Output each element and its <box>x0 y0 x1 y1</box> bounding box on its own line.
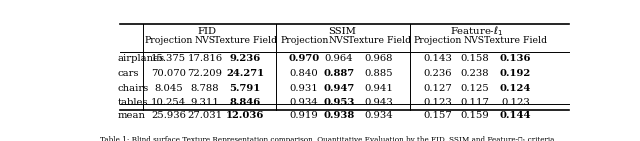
Text: 0.123: 0.123 <box>501 98 530 107</box>
Text: 72.209: 72.209 <box>188 69 223 78</box>
Text: NVS: NVS <box>195 36 216 45</box>
Text: 0.968: 0.968 <box>365 54 394 63</box>
Text: 25.936: 25.936 <box>151 111 186 120</box>
Text: tables: tables <box>117 98 148 107</box>
Text: 0.157: 0.157 <box>424 111 452 120</box>
Text: Projection: Projection <box>414 36 462 45</box>
Text: 10.254: 10.254 <box>150 98 186 107</box>
Text: 0.964: 0.964 <box>324 54 353 63</box>
Text: 0.885: 0.885 <box>365 69 394 78</box>
Text: 0.192: 0.192 <box>500 69 531 78</box>
Text: 0.238: 0.238 <box>460 69 488 78</box>
Text: 0.931: 0.931 <box>290 83 319 92</box>
Text: Texture Field: Texture Field <box>348 36 411 45</box>
Text: 0.143: 0.143 <box>424 54 452 63</box>
Text: 0.117: 0.117 <box>460 98 489 107</box>
Text: 5.791: 5.791 <box>230 83 260 92</box>
Text: 0.941: 0.941 <box>365 83 394 92</box>
Text: 9.311: 9.311 <box>191 98 220 107</box>
Text: 8.045: 8.045 <box>154 83 182 92</box>
Text: mean: mean <box>117 111 145 120</box>
Text: 24.271: 24.271 <box>226 69 264 78</box>
Text: 0.887: 0.887 <box>323 69 355 78</box>
Text: FID: FID <box>197 27 216 36</box>
Text: 0.840: 0.840 <box>290 69 319 78</box>
Text: chairs: chairs <box>117 83 148 92</box>
Text: 70.070: 70.070 <box>151 69 186 78</box>
Text: NVS: NVS <box>328 36 349 45</box>
Text: 8.846: 8.846 <box>230 98 260 107</box>
Text: SSIM: SSIM <box>328 27 356 36</box>
Text: 0.125: 0.125 <box>460 83 489 92</box>
Text: 0.159: 0.159 <box>460 111 489 120</box>
Text: Projection: Projection <box>144 36 193 45</box>
Text: 8.788: 8.788 <box>191 83 220 92</box>
Text: 0.127: 0.127 <box>424 83 452 92</box>
Text: Feature-$\ell_1$: Feature-$\ell_1$ <box>450 24 504 38</box>
Text: Texture Field: Texture Field <box>214 36 276 45</box>
Text: 15.375: 15.375 <box>151 54 186 63</box>
Text: 27.031: 27.031 <box>188 111 223 120</box>
Text: 12.036: 12.036 <box>226 111 264 120</box>
Text: cars: cars <box>117 69 139 78</box>
Text: 0.158: 0.158 <box>460 54 489 63</box>
Text: Table 1: Blind surface Texture Representation comparison. Quantitative Evaluatio: Table 1: Blind surface Texture Represent… <box>100 136 556 141</box>
Text: 0.144: 0.144 <box>500 111 531 120</box>
Text: 0.943: 0.943 <box>365 98 394 107</box>
Text: 0.934: 0.934 <box>365 111 394 120</box>
Text: 0.136: 0.136 <box>500 54 531 63</box>
Text: 17.816: 17.816 <box>188 54 223 63</box>
Text: 0.947: 0.947 <box>323 83 355 92</box>
Text: 9.236: 9.236 <box>230 54 260 63</box>
Text: NVS: NVS <box>464 36 485 45</box>
Text: 0.919: 0.919 <box>290 111 319 120</box>
Text: 0.934: 0.934 <box>290 98 319 107</box>
Text: 0.123: 0.123 <box>424 98 452 107</box>
Text: 0.124: 0.124 <box>500 83 531 92</box>
Text: airplanes: airplanes <box>117 54 164 63</box>
Text: 0.938: 0.938 <box>323 111 355 120</box>
Text: 0.236: 0.236 <box>424 69 452 78</box>
Text: Texture Field: Texture Field <box>484 36 547 45</box>
Text: 0.953: 0.953 <box>323 98 355 107</box>
Text: Projection: Projection <box>280 36 328 45</box>
Text: 0.970: 0.970 <box>289 54 320 63</box>
